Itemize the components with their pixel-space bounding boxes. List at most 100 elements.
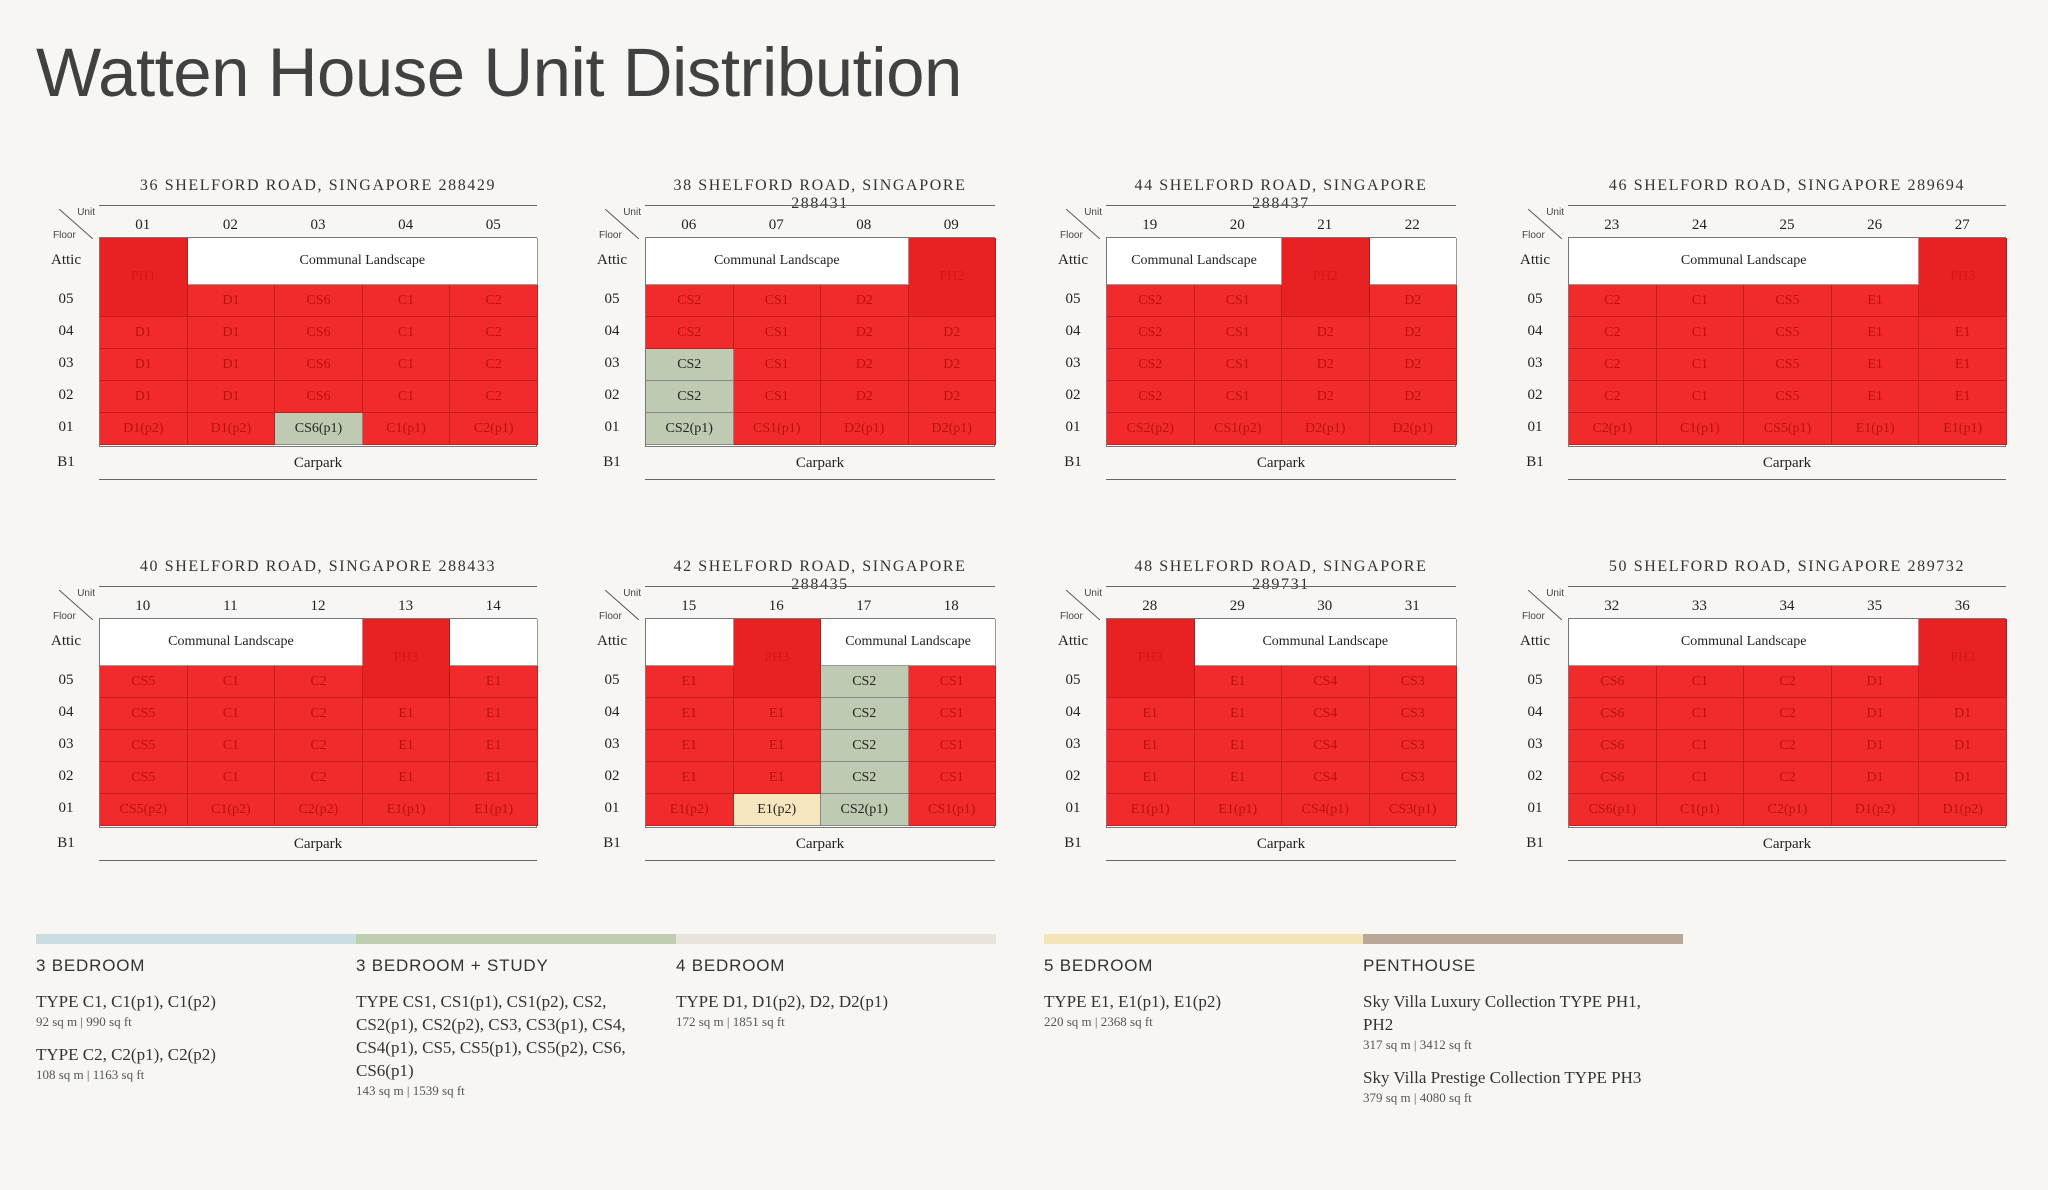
unit-cell[interactable]: D2(p1) xyxy=(908,413,996,445)
unit-cell[interactable]: E1 xyxy=(1194,666,1282,698)
unit-cell[interactable]: E1 xyxy=(1831,381,1920,413)
unit-cell[interactable]: E1 xyxy=(646,698,734,730)
unit-cell[interactable]: D2 xyxy=(1369,285,1457,317)
unit-cell[interactable]: D1 xyxy=(100,317,188,349)
unit-cell[interactable]: D1 xyxy=(100,349,188,381)
unit-cell[interactable]: CS6(p1) xyxy=(1569,794,1657,826)
unit-cell[interactable]: C1 xyxy=(362,285,451,317)
unit-cell[interactable]: E1 xyxy=(450,698,538,730)
empty-cell[interactable] xyxy=(1369,238,1457,285)
unit-cell[interactable]: C1 xyxy=(362,317,451,349)
unit-cell[interactable]: C1 xyxy=(187,762,276,794)
unit-cell[interactable]: D1(p2) xyxy=(1919,794,2007,826)
unit-cell[interactable]: CS1(p2) xyxy=(1194,413,1282,445)
unit-cell[interactable]: CS2 xyxy=(1107,285,1195,317)
unit-cell[interactable]: D1(p2) xyxy=(187,413,276,445)
unit-cell[interactable]: CS3 xyxy=(1369,730,1457,762)
unit-cell[interactable]: E1(p1) xyxy=(1194,794,1282,826)
communal-landscape-cell[interactable]: Communal Landscape xyxy=(1194,619,1457,666)
unit-cell[interactable]: CS4 xyxy=(1282,762,1370,794)
unit-cell[interactable]: CS5 xyxy=(1744,285,1832,317)
unit-cell[interactable]: CS2(p1) xyxy=(821,794,909,826)
unit-cell[interactable]: C1(p1) xyxy=(1656,794,1745,826)
unit-cell[interactable]: CS2 xyxy=(646,381,734,413)
unit-cell[interactable]: E1 xyxy=(646,730,734,762)
unit-cell[interactable]: CS3 xyxy=(1369,666,1457,698)
unit-cell[interactable]: E1(p1) xyxy=(1919,413,2007,445)
unit-cell[interactable]: CS6 xyxy=(275,285,363,317)
unit-cell[interactable]: E1 xyxy=(362,762,451,794)
unit-cell[interactable]: C2 xyxy=(1569,317,1657,349)
unit-cell[interactable]: CS6 xyxy=(275,349,363,381)
unit-cell[interactable]: D1 xyxy=(1919,730,2007,762)
unit-cell[interactable]: C2 xyxy=(1744,730,1832,762)
unit-cell[interactable]: CS1 xyxy=(1194,285,1282,317)
unit-cell[interactable]: D1 xyxy=(1831,698,1920,730)
unit-cell[interactable]: E1(p1) xyxy=(362,794,451,826)
unit-cell[interactable]: E1 xyxy=(733,762,821,794)
unit-cell[interactable]: C1 xyxy=(1656,349,1745,381)
unit-cell[interactable]: CS1 xyxy=(733,349,821,381)
unit-cell[interactable]: CS1 xyxy=(733,285,821,317)
unit-cell[interactable]: CS3 xyxy=(1369,762,1457,794)
unit-cell[interactable]: E1 xyxy=(1194,762,1282,794)
unit-cell[interactable]: C2 xyxy=(275,666,363,698)
unit-cell[interactable]: C1 xyxy=(1656,285,1745,317)
unit-cell[interactable]: E1 xyxy=(362,698,451,730)
unit-cell[interactable]: D2(p1) xyxy=(1282,413,1370,445)
unit-cell[interactable]: CS1 xyxy=(733,381,821,413)
unit-cell[interactable]: CS5 xyxy=(1744,349,1832,381)
unit-cell[interactable]: CS2 xyxy=(821,730,909,762)
unit-cell[interactable]: CS1 xyxy=(908,698,996,730)
unit-cell[interactable]: CS5 xyxy=(1744,381,1832,413)
unit-cell[interactable]: CS5 xyxy=(100,730,188,762)
communal-landscape-cell[interactable]: Communal Landscape xyxy=(821,619,996,666)
unit-cell[interactable]: CS2 xyxy=(1107,317,1195,349)
unit-cell[interactable]: CS2(p2) xyxy=(1107,413,1195,445)
penthouse-cell[interactable]: PH3 xyxy=(1919,619,2007,698)
unit-cell[interactable]: E1 xyxy=(450,762,538,794)
communal-landscape-cell[interactable]: Communal Landscape xyxy=(646,238,909,285)
unit-cell[interactable]: C2(p1) xyxy=(450,413,538,445)
unit-cell[interactable]: D2 xyxy=(1369,317,1457,349)
unit-cell[interactable]: D1 xyxy=(187,285,276,317)
unit-cell[interactable]: CS6 xyxy=(275,381,363,413)
unit-cell[interactable]: C1(p1) xyxy=(1656,413,1745,445)
unit-cell[interactable]: E1 xyxy=(362,730,451,762)
unit-cell[interactable]: E1 xyxy=(1831,317,1920,349)
unit-cell[interactable]: CS4 xyxy=(1282,698,1370,730)
unit-cell[interactable]: D1 xyxy=(1831,666,1920,698)
penthouse-cell[interactable]: PH2 xyxy=(908,238,996,317)
unit-cell[interactable]: E1(p1) xyxy=(1831,413,1920,445)
unit-cell[interactable]: C2 xyxy=(1744,762,1832,794)
unit-cell[interactable]: E1 xyxy=(1919,381,2007,413)
unit-cell[interactable]: C1 xyxy=(1656,381,1745,413)
unit-cell[interactable]: CS5 xyxy=(100,666,188,698)
unit-cell[interactable]: C1 xyxy=(1656,730,1745,762)
unit-cell[interactable]: C2 xyxy=(450,381,538,413)
unit-cell[interactable]: E1 xyxy=(1919,349,2007,381)
unit-cell[interactable]: CS1 xyxy=(1194,317,1282,349)
unit-cell[interactable]: C1 xyxy=(1656,698,1745,730)
unit-cell[interactable]: CS2 xyxy=(646,317,734,349)
unit-cell[interactable]: C2(p1) xyxy=(1569,413,1657,445)
unit-cell[interactable]: E1 xyxy=(646,762,734,794)
unit-cell[interactable]: E1(p2) xyxy=(733,794,821,826)
unit-cell[interactable]: CS6 xyxy=(275,317,363,349)
unit-cell[interactable]: E1(p2) xyxy=(646,794,734,826)
unit-cell[interactable]: D1 xyxy=(187,349,276,381)
unit-cell[interactable]: CS2 xyxy=(821,762,909,794)
unit-cell[interactable]: CS2 xyxy=(821,666,909,698)
unit-cell[interactable]: C2 xyxy=(1569,381,1657,413)
unit-cell[interactable]: D2 xyxy=(1369,349,1457,381)
unit-cell[interactable]: D2(p1) xyxy=(1369,413,1457,445)
unit-cell[interactable]: E1 xyxy=(1831,349,1920,381)
unit-cell[interactable]: E1 xyxy=(733,730,821,762)
unit-cell[interactable]: CS5 xyxy=(100,698,188,730)
unit-cell[interactable]: E1(p1) xyxy=(1107,794,1195,826)
unit-cell[interactable]: C2 xyxy=(450,317,538,349)
unit-cell[interactable]: CS2 xyxy=(821,698,909,730)
unit-cell[interactable]: D1 xyxy=(1919,762,2007,794)
unit-cell[interactable]: CS6 xyxy=(1569,698,1657,730)
communal-landscape-cell[interactable]: Communal Landscape xyxy=(1569,619,1920,666)
